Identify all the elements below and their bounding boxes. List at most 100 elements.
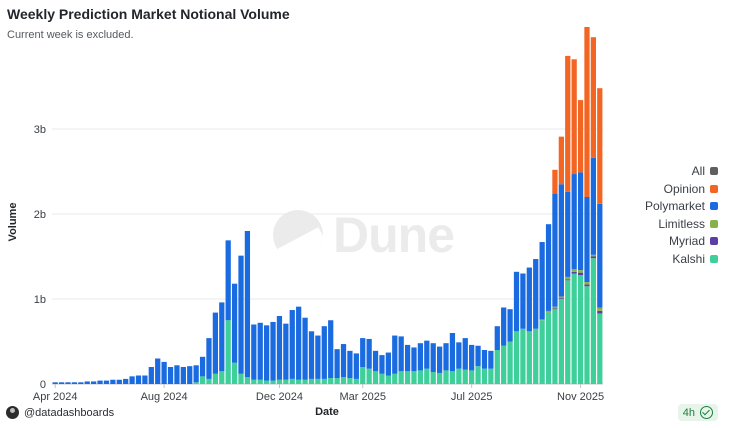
bar-polymarket-42 <box>321 326 327 379</box>
bar-polymarket-69 <box>494 326 500 350</box>
bar-kalshi-57 <box>417 370 424 384</box>
y-tick-label: 2b <box>34 209 46 221</box>
bar-kalshi-35 <box>276 379 283 384</box>
bar-kalshi-28 <box>231 362 238 384</box>
bar-kalshi-64 <box>462 369 468 384</box>
bar-kalshi-73 <box>520 328 526 384</box>
bar-limitless-79 <box>558 296 564 299</box>
bar-opinion-85 <box>597 88 603 204</box>
bar-polymarket-51 <box>379 355 385 374</box>
chart-legend: All Opinion Polymarket Limitless Myriad Kalsh… <box>645 163 718 269</box>
bar-kalshi-48 <box>360 367 366 384</box>
bar-kalshi-77 <box>545 312 552 384</box>
bar-myriad-79 <box>558 298 564 299</box>
legend-item-kalshi[interactable]: Kalshi <box>645 251 718 269</box>
bar-opinion-81 <box>571 59 577 175</box>
legend-item-polymarket[interactable]: Polymarket <box>645 198 718 216</box>
legend-item-all[interactable]: All <box>645 163 718 181</box>
bar-kalshi-84 <box>590 258 597 384</box>
legend-label: Limitless <box>658 216 705 231</box>
bar-polymarket-82 <box>577 172 584 271</box>
bar-polymarket-66 <box>475 345 481 367</box>
bar-polymarket-45 <box>340 344 347 378</box>
refresh-badge[interactable]: 4h <box>677 404 718 421</box>
bar-kalshi-36 <box>283 379 289 384</box>
bar-polymarket-74 <box>526 267 532 332</box>
bar-polymarket-13 <box>135 375 142 384</box>
bar-kalshi-50 <box>372 371 379 384</box>
y-tick-label: 3b <box>34 124 46 136</box>
bar-polymarket-83 <box>584 197 590 282</box>
legend-swatch <box>710 219 718 228</box>
bar-polymarket-70 <box>501 307 507 346</box>
bar-polymarket-17 <box>161 361 167 384</box>
bar-polymarket-25 <box>212 312 218 374</box>
dune-watermark: Dune <box>273 206 455 264</box>
bar-polymarket-31 <box>251 324 257 380</box>
bar-kalshi-78 <box>552 309 558 384</box>
bar-polymarket-79 <box>558 184 564 297</box>
bar-kalshi-26 <box>219 371 225 384</box>
watermark-text: Dune <box>333 207 455 263</box>
legend-item-myriad[interactable]: Myriad <box>645 233 718 251</box>
check-circle-icon <box>700 406 713 419</box>
bar-polymarket-73 <box>520 273 526 329</box>
bar-polymarket-48 <box>360 338 366 367</box>
bar-polymarket-75 <box>533 259 539 329</box>
x-tick-label: Dec 2024 <box>256 391 303 403</box>
bar-kalshi-45 <box>340 377 347 384</box>
legend-label: Myriad <box>668 234 705 249</box>
legend-swatch <box>710 167 718 175</box>
y-tick-label: 1b <box>34 294 46 306</box>
bar-myriad-81 <box>571 271 577 274</box>
bar-kalshi-31 <box>251 379 257 384</box>
avatar <box>6 406 19 419</box>
x-tick-label: Mar 2025 <box>339 391 385 403</box>
bar-limitless-80 <box>565 276 571 280</box>
bar-kalshi-59 <box>430 372 436 384</box>
bar-polymarket-33 <box>264 325 270 381</box>
bar-limitless-78 <box>552 306 558 309</box>
bar-polymarket-34 <box>270 321 276 381</box>
bar-polymarket-80 <box>565 191 571 277</box>
bar-polymarket-30 <box>244 231 251 378</box>
bar-polymarket-49 <box>366 338 372 369</box>
chart-subtitle: Current week is excluded. <box>7 29 134 41</box>
bar-polymarket-38 <box>296 306 302 380</box>
bar-polymarket-39 <box>302 317 308 380</box>
bar-polymarket-24 <box>206 338 212 379</box>
bar-kalshi-22 <box>193 382 199 384</box>
bar-polymarket-50 <box>372 350 379 372</box>
legend-item-limitless[interactable]: Limitless <box>645 216 718 234</box>
bar-polymarket-20 <box>180 367 186 384</box>
bar-myriad-84 <box>590 256 597 259</box>
legend-label: Kalshi <box>672 251 705 266</box>
bar-kalshi-54 <box>398 371 404 384</box>
bar-kalshi-85 <box>597 313 603 384</box>
bar-polymarket-9 <box>110 379 116 384</box>
x-axis-label: Date <box>315 406 339 418</box>
x-tick-label: Nov 2025 <box>557 391 604 403</box>
legend-swatch <box>710 237 718 246</box>
bar-kalshi-40 <box>308 378 315 384</box>
bar-polymarket-32 <box>257 322 263 380</box>
bar-polymarket-44 <box>334 349 340 379</box>
bar-limitless-81 <box>571 269 577 272</box>
bar-polymarket-76 <box>539 242 545 320</box>
bar-kalshi-82 <box>577 275 584 384</box>
author-link[interactable]: @datadashboards <box>6 406 114 419</box>
bar-kalshi-27 <box>225 320 231 384</box>
bar-limitless-77 <box>545 310 552 313</box>
bar-polymarket-19 <box>174 365 180 384</box>
bar-polymarket-41 <box>315 335 321 379</box>
bar-kalshi-52 <box>385 375 391 384</box>
bar-kalshi-83 <box>584 286 590 384</box>
bar-kalshi-65 <box>469 370 475 384</box>
legend-item-opinion[interactable]: Opinion <box>645 181 718 199</box>
bar-limitless-84 <box>590 254 597 257</box>
bar-polymarket-81 <box>571 174 577 270</box>
bar-kalshi-79 <box>558 299 564 384</box>
bar-polymarket-3 <box>71 382 78 384</box>
bar-polymarket-43 <box>328 320 334 379</box>
bar-kalshi-44 <box>334 378 340 384</box>
